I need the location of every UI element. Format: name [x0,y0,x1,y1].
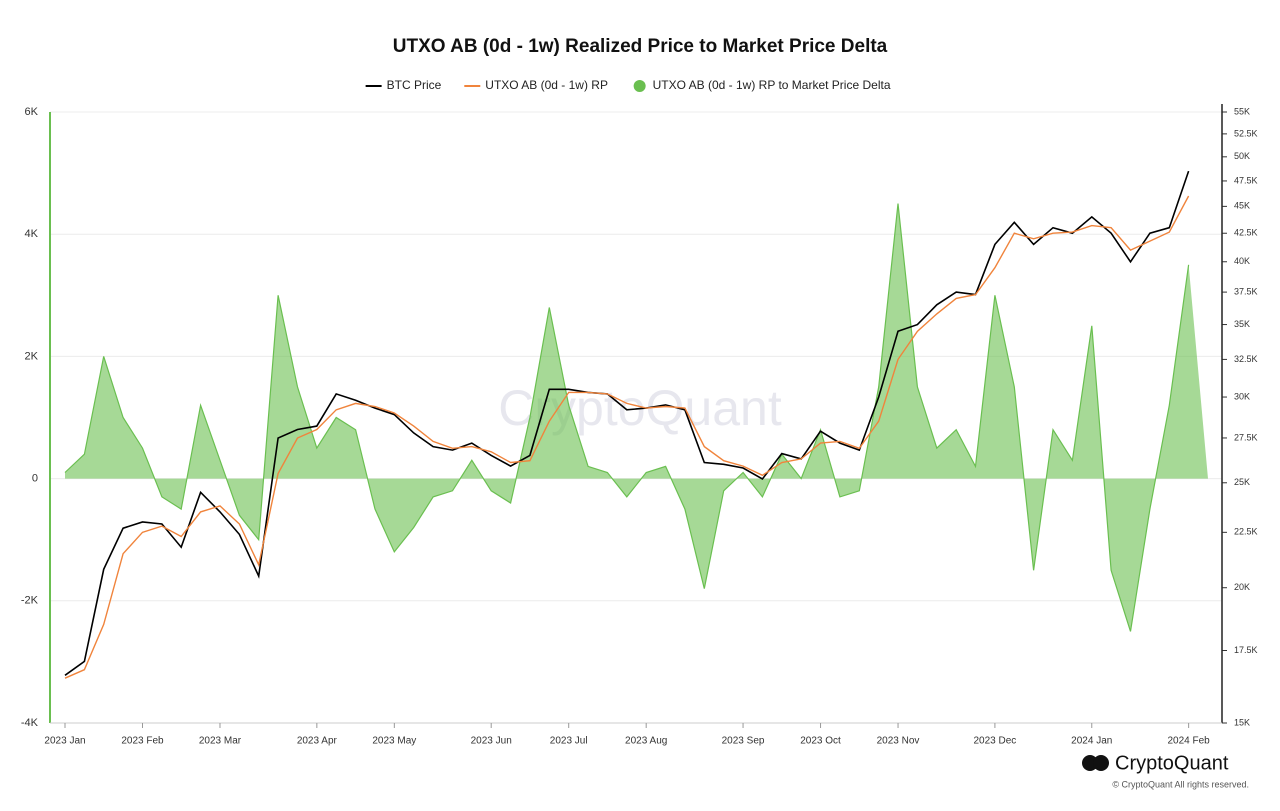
y2-tick-label: 47.5K [1234,175,1258,185]
x-tick-label: 2023 Feb [121,736,164,747]
x-tick-label: 2023 Dec [973,736,1016,747]
y2-tick-label: 17.5K [1234,645,1258,655]
y2-tick-label: 45K [1234,201,1250,211]
x-tick-label: 2024 Feb [1167,736,1210,747]
y-tick-label: -4K [21,717,39,729]
x-tick-label: 2023 May [372,736,416,747]
delta-line [64,203,1190,632]
delta-area [65,203,1208,632]
legend-label: UTXO AB (0d - 1w) RP to Market Price Del… [653,78,891,92]
brand-logo [1093,755,1109,771]
y2-tick-label: 32.5K [1234,354,1258,364]
copyright: © CryptoQuant All rights reserved. [1112,779,1249,789]
y-tick-label: 6K [25,106,39,118]
legend-swatch [633,80,646,92]
x-tick-label: 2024 Jan [1071,736,1112,747]
x-tick-label: 2023 Nov [877,736,920,747]
y2-tick-label: 20K [1234,582,1250,592]
y2-tick-label: 35K [1234,319,1250,329]
y2-tick-label: 22.5K [1234,527,1258,537]
y2-tick-label: 52.5K [1234,128,1258,138]
x-tick-label: 2023 Jan [44,736,85,747]
x-tick-label: 2023 Oct [800,736,841,747]
y-tick-label: -2K [21,595,39,607]
y2-tick-label: 40K [1234,256,1250,266]
legend-label: UTXO AB (0d - 1w) RP [485,78,608,92]
y2-tick-label: 25K [1234,477,1250,487]
y2-tick-label: 27.5K [1234,432,1258,442]
y-tick-label: 4K [25,228,39,240]
x-tick-label: 2023 Sep [722,736,765,747]
x-tick-label: 2023 Apr [297,736,338,747]
y2-tick-label: 42.5K [1234,228,1258,238]
legend-label: BTC Price [387,78,442,92]
y2-tick-label: 37.5K [1234,286,1258,296]
y-tick-label: 2K [25,350,39,362]
x-tick-label: 2023 Aug [625,736,667,747]
price-line [64,170,1190,676]
x-tick-label: 2023 Jul [550,736,588,747]
price-line [64,195,1190,679]
y2-tick-label: 50K [1234,151,1250,161]
x-tick-label: 2023 Jun [471,736,512,747]
brand: CryptoQuant [1115,752,1229,774]
y2-tick-label: 15K [1234,717,1250,727]
x-tick-label: 2023 Mar [199,736,242,747]
chart-title: UTXO AB (0d - 1w) Realized Price to Mark… [393,36,888,57]
y2-tick-label: 30K [1234,391,1250,401]
y-tick-label: 0 [32,473,38,485]
brand-logo [1082,755,1098,771]
y2-tick-label: 55K [1234,106,1250,116]
